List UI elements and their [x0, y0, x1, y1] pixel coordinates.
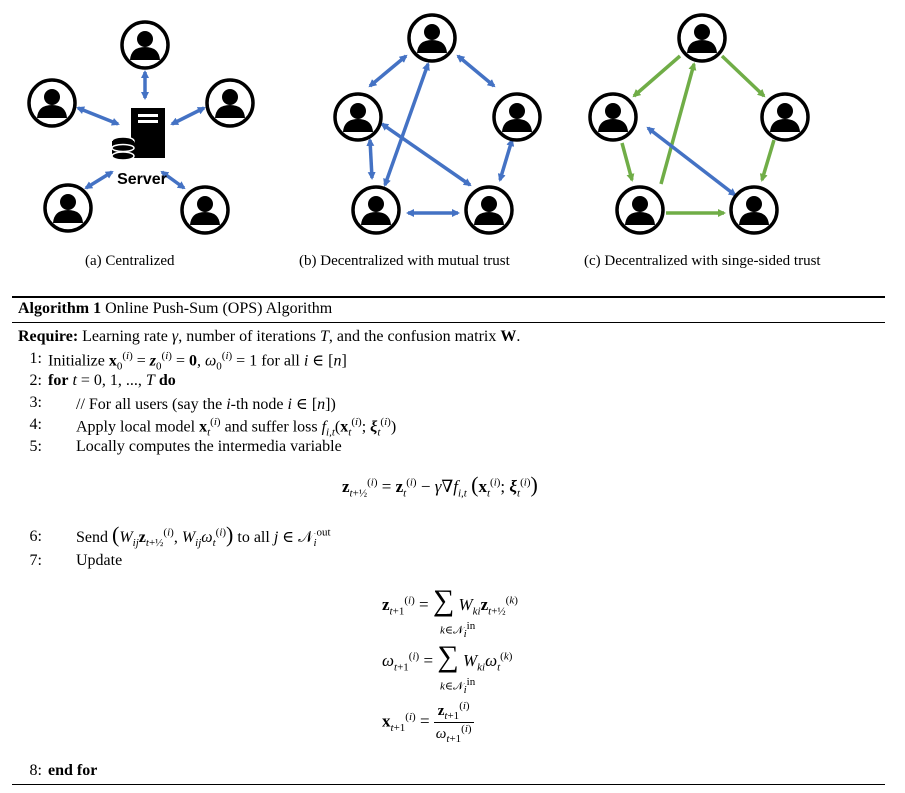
network-figures: Server	[27, 13, 810, 235]
user-avatar-icon	[407, 13, 457, 63]
algorithm-top-rule	[12, 296, 885, 298]
algorithm-name: Online Push-Sum (OPS) Algorithm	[105, 300, 333, 317]
server-label: Server	[117, 171, 167, 188]
require-line: Require: Learning rate γ, number of iter…	[18, 328, 521, 345]
line-number-4: 4:	[29, 416, 42, 433]
algorithm-line-6: Send (Wijzt+½(i), Wijωt(i)) to all j ∈ 𝒩…	[76, 522, 331, 550]
line-number-8: 8:	[29, 762, 42, 779]
equation-update-omega: ωt+1(i) = ∑ Wkiωt(k) k∈𝒩iin	[382, 640, 513, 696]
single-sided-trust-diagram	[588, 13, 810, 235]
user-avatar-icon	[27, 78, 77, 128]
algorithm-mid-rule	[12, 322, 885, 323]
user-avatar-icon	[760, 92, 810, 142]
user-avatar-icon	[351, 185, 401, 235]
user-avatar-icon	[615, 185, 665, 235]
mutual-trust-diagram	[333, 13, 542, 235]
algorithm-line-8: end for	[48, 762, 98, 779]
caption-single-sided-trust: (c) Decentralized with singe-sided trust	[584, 253, 821, 269]
caption-mutual-trust: (b) Decentralized with mutual trust	[299, 253, 510, 269]
server-icon	[111, 108, 165, 161]
line-number-6: 6:	[29, 528, 42, 545]
centralized-diagram: Server	[27, 20, 255, 235]
user-avatar-icon	[464, 185, 514, 235]
line-number-5: 5:	[29, 438, 42, 455]
line-number-7: 7:	[29, 552, 42, 569]
require-label: Require:	[18, 328, 79, 345]
algorithm-number: Algorithm 1	[18, 300, 102, 317]
user-avatar-icon	[333, 92, 383, 142]
equation-update-z: zt+1(i) = ∑ Wkizt+½(k) k∈𝒩iin	[382, 584, 518, 640]
user-avatar-icon	[588, 92, 638, 142]
user-avatar-icon	[677, 13, 727, 63]
equation-update-x: xt+1(i) = zt+1(i) ωt+1(i)	[382, 700, 474, 745]
algorithm-title: Algorithm 1 Online Push-Sum (OPS) Algori…	[18, 300, 332, 318]
user-avatar-icon	[180, 185, 230, 235]
user-avatar-icon	[492, 92, 542, 142]
algorithm-line-3: // For all users (say the i-th node i ∈ …	[76, 396, 336, 413]
line-number-3: 3:	[29, 394, 42, 411]
user-avatar-icon	[43, 183, 93, 233]
user-avatar-icon	[205, 78, 255, 128]
user-avatar-icon	[729, 185, 779, 235]
algorithm-line-4: Apply local model xt(i) and suffer loss …	[76, 416, 397, 439]
user-avatar-icon	[120, 20, 170, 70]
caption-centralized: (a) Centralized	[85, 253, 175, 269]
algorithm-line-7: Update	[76, 552, 123, 569]
algorithm-bottom-rule	[12, 784, 885, 785]
line-number-1: 1:	[29, 350, 42, 367]
algorithm-line-2: for t = 0, 1, ..., T do	[48, 372, 176, 389]
line-number-2: 2:	[29, 372, 42, 389]
equation-intermediate: zt+½(i) = zt(i) − γ∇fi,t (xt(i); ξt(i))	[342, 472, 538, 500]
algorithm-line-5: Locally computes the intermedia variable	[76, 438, 342, 455]
algorithm-line-1: Initialize x0(i) = z0(i) = 0, ω0(i) = 1 …	[48, 350, 347, 373]
